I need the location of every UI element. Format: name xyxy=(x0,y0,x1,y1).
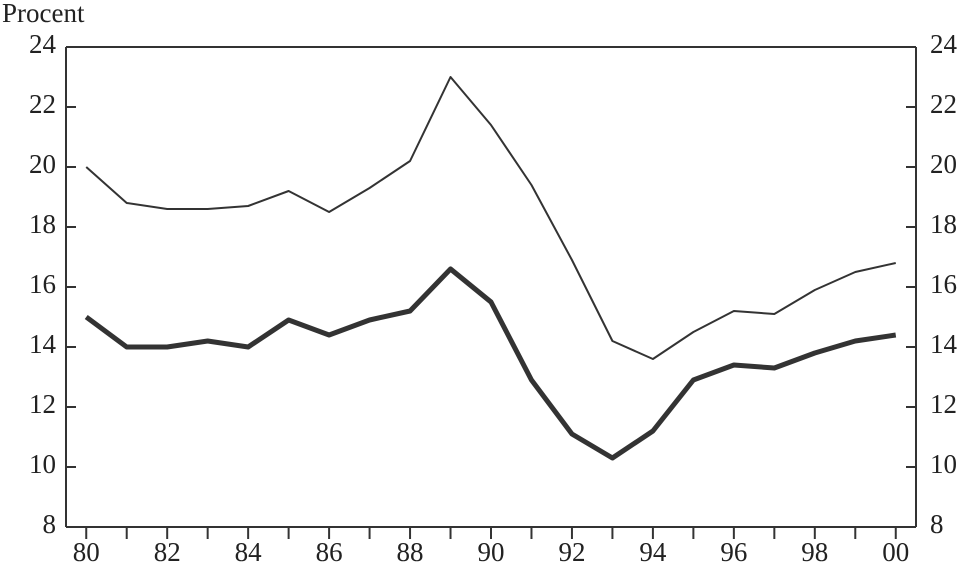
y2-tick-label: 24 xyxy=(930,29,958,59)
y-tick-label: 16 xyxy=(29,269,56,299)
x-tick-label: 88 xyxy=(397,537,424,567)
line-series xyxy=(85,76,896,360)
y-tick-label: 18 xyxy=(29,209,56,239)
y2-tick-label: 10 xyxy=(930,449,957,479)
y2-tick-label: 16 xyxy=(930,269,957,299)
x-tick-label: 96 xyxy=(720,537,747,567)
x-tick-label: 94 xyxy=(639,537,667,567)
y-tick-label: 10 xyxy=(29,449,56,479)
y2-tick-label: 18 xyxy=(930,209,957,239)
x-tick-label: 98 xyxy=(801,537,828,567)
y-tick-label: 22 xyxy=(29,89,56,119)
y-tick-label: 12 xyxy=(29,389,56,419)
x-tick-label: 80 xyxy=(73,537,100,567)
y2-tick-label: 22 xyxy=(930,89,957,119)
x-tick-label: 90 xyxy=(478,537,505,567)
y-tick-label: 24 xyxy=(29,29,57,59)
y-tick-label: 14 xyxy=(29,329,57,359)
x-tick-label: 00 xyxy=(882,537,909,567)
y2-tick-label: 14 xyxy=(930,329,958,359)
x-tick-label: 84 xyxy=(235,537,263,567)
x-tick-label: 86 xyxy=(316,537,343,567)
line-series xyxy=(84,266,897,461)
y2-tick-label: 8 xyxy=(930,509,944,539)
x-tick-label: 92 xyxy=(558,537,585,567)
y-tick-label: 20 xyxy=(29,149,56,179)
y-tick-label: 8 xyxy=(43,509,57,539)
y2-tick-label: 20 xyxy=(930,149,957,179)
x-tick-label: 82 xyxy=(154,537,181,567)
chart-title: Procent xyxy=(2,0,85,28)
y2-tick-label: 12 xyxy=(930,389,957,419)
